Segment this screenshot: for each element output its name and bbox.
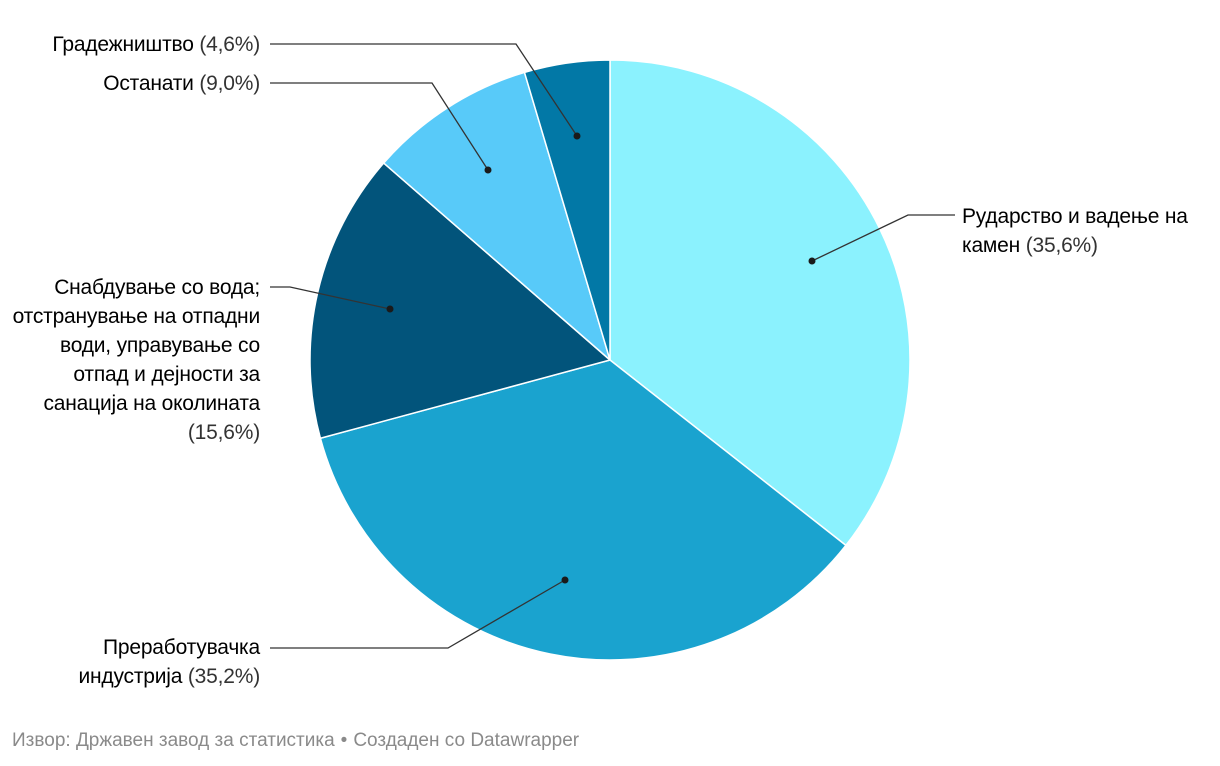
leader-line-construction [270,43,578,137]
label-mining-pct: (35,6%) [1025,234,1098,257]
leader-dot-water [386,305,394,313]
label-water: Снабдување со вода; отстранување на отпа… [10,273,261,447]
slice-manufacturing[interactable] [319,359,847,661]
label-other: Останати (9,0%) [20,69,260,98]
leader-dot-manufacturing [561,576,569,584]
leader-line-mining [811,214,955,262]
label-mining-name: Рударство и вадење на камен [962,205,1188,257]
footer-source: Извор: Државен завод за статистика [12,730,335,751]
label-construction-pct: (4,6%) [199,33,260,56]
leader-dot-construction [573,132,581,140]
label-construction: Градежништво (4,6%) [0,30,260,59]
label-water-name: Снабдување со вода; отстранување на отпа… [12,276,261,415]
chart-footer: Извор: Државен завод за статистика • Созда… [12,730,579,752]
leader-line-other [270,82,489,171]
leader-dot-other [484,166,492,174]
label-manufacturing-pct: (35,2%) [187,665,260,688]
label-manufacturing: Преработувачка индустрија (35,2%) [30,633,261,691]
label-other-pct: (9,0%) [199,72,260,95]
footer-credit[interactable]: Создаден со Datawrapper [353,730,580,751]
slice-construction[interactable] [523,59,611,361]
leader-dot-mining [808,257,816,265]
footer-separator: • [340,730,348,751]
label-mining: Рударство и вадење на камен (35,6%) [962,202,1212,260]
leader-line-manufacturing [270,579,566,649]
label-water-pct: (15,6%) [187,421,260,444]
label-manufacturing-name: Преработувачка индустрија [78,636,261,688]
label-construction-name: Градежништво [52,33,194,56]
label-other-name: Останати [103,72,194,95]
leader-line-water [270,286,391,310]
